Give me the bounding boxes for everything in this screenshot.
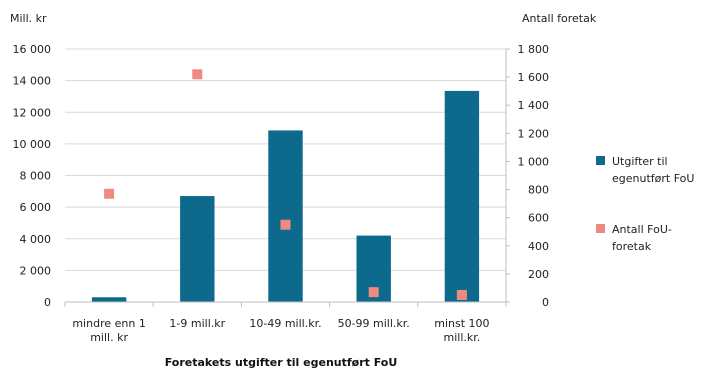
- right-y-tick-label: 1 400: [518, 99, 550, 112]
- right-y-tick-label: 1 600: [518, 71, 550, 84]
- x-tick-label: mindre enn 1 mill. kr: [72, 317, 145, 344]
- x-tick-label: 50-99 mill.kr.: [338, 317, 410, 330]
- left-axis-title: Mill. kr: [10, 12, 47, 25]
- bar: [268, 130, 303, 302]
- right-y-tick-label: 200: [528, 268, 549, 281]
- scatter-point: [280, 219, 291, 230]
- left-y-ticks: 0 2 000 4 000 6 000 8 000 10 000 12 000 14 000 1…: [13, 43, 52, 309]
- left-y-tick-label: 14 000: [13, 75, 52, 88]
- legend-label: Utgifter til egenutført FoU: [612, 155, 694, 185]
- left-y-tick-label: 8 000: [20, 170, 52, 183]
- bar: [91, 297, 127, 302]
- x-axis: mindre enn 1 mill. kr 1-9 mill.kr 10-49 mil…: [64, 49, 507, 344]
- x-tick-label: 10-49 mill.kr.: [249, 317, 321, 330]
- legend-swatch: [596, 224, 605, 233]
- left-y-tick-label: 16 000: [13, 43, 52, 56]
- legend-swatch: [596, 156, 605, 165]
- right-y-tick-label: 400: [528, 240, 549, 253]
- right-y-tick-label: 1 200: [518, 127, 550, 140]
- bar: [444, 90, 480, 302]
- right-y-tick-label: 0: [542, 296, 549, 309]
- points-series: [104, 69, 467, 300]
- left-y-tick-label: 2 000: [20, 264, 52, 277]
- right-y-tick-label: 800: [528, 184, 549, 197]
- scatter-point: [192, 69, 203, 80]
- right-y-ticks: 0 200 400 600 800 1 000 1 200 1 400 1 600 1 800: [506, 43, 549, 309]
- left-y-tick-label: 0: [44, 296, 51, 309]
- right-y-tick-label: 600: [528, 212, 549, 225]
- x-tick-label: 1-9 mill.kr: [169, 317, 225, 330]
- scatter-point: [368, 287, 379, 298]
- legend-label: Antall FoU-foretak: [612, 223, 672, 253]
- left-y-tick-label: 10 000: [13, 138, 52, 151]
- right-axis-title: Antall foretak: [522, 12, 597, 25]
- right-y-tick-label: 1 000: [518, 155, 550, 168]
- scatter-point: [104, 188, 115, 199]
- bar: [180, 196, 215, 302]
- left-y-tick-label: 6 000: [20, 201, 52, 214]
- left-y-tick-label: 4 000: [20, 233, 52, 246]
- scatter-point: [456, 289, 467, 300]
- x-tick-label: minst 100 mill.kr.: [434, 317, 489, 344]
- bars-series: [91, 90, 480, 302]
- x-axis-title: Foretakets utgifter til egenutført FoU: [165, 356, 398, 369]
- legend: Utgifter til egenutført FoU Antall FoU-for…: [596, 155, 694, 253]
- left-y-tick-label: 12 000: [13, 106, 52, 119]
- right-y-tick-label: 1 800: [518, 43, 550, 56]
